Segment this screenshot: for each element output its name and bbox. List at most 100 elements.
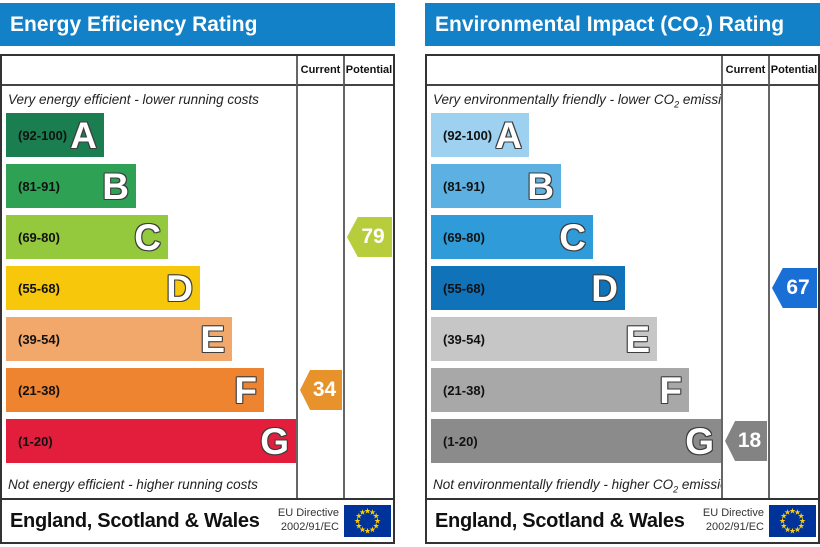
band-range: (21-38) bbox=[443, 382, 485, 398]
table-corner-cell bbox=[427, 56, 721, 86]
band-range: (39-54) bbox=[18, 331, 60, 347]
potential-rating-value: 67 bbox=[786, 276, 810, 299]
band-b: (81-91) B bbox=[6, 164, 136, 208]
current-column: 18 bbox=[721, 86, 768, 498]
band-f: (21-38) F bbox=[431, 368, 689, 412]
band-row-d: (55-68) D bbox=[6, 266, 296, 317]
bands-area: Very energy efficient - lower running co… bbox=[2, 86, 296, 498]
band-grade: E bbox=[200, 318, 225, 360]
current-rating-arrow: 34 bbox=[300, 370, 342, 410]
band-grade: G bbox=[260, 420, 289, 462]
potential-rating-arrow: 67 bbox=[772, 268, 817, 308]
band-a: (92-100) A bbox=[431, 113, 529, 157]
band-d: (55-68) D bbox=[431, 266, 625, 310]
band-range: (81-91) bbox=[443, 178, 485, 194]
band-row-e: (39-54) E bbox=[431, 317, 721, 368]
band-d: (55-68) D bbox=[6, 266, 200, 310]
band-a: (92-100) A bbox=[6, 113, 104, 157]
current-column-header: Current bbox=[296, 56, 343, 86]
energy-rating-table: Current Potential Very energy efficient … bbox=[0, 54, 395, 500]
current-column-header: Current bbox=[721, 56, 768, 86]
rating-bands: (92-100) A (81-91) B (69-80) C (55-68) D (39… bbox=[2, 113, 296, 471]
band-grade: D bbox=[166, 267, 193, 309]
band-row-a: (92-100) A bbox=[6, 113, 296, 164]
band-g: (1-20) G bbox=[431, 419, 721, 463]
band-row-e: (39-54) E bbox=[6, 317, 296, 368]
top-caption: Very environmentally friendly - lower CO… bbox=[433, 92, 721, 110]
eu-directive-label: EU Directive 2002/91/EC bbox=[702, 507, 764, 533]
top-caption: Very energy efficient - lower running co… bbox=[8, 92, 259, 107]
title-text: Energy Efficiency Rating bbox=[10, 13, 258, 36]
potential-column-header: Potential bbox=[768, 56, 818, 86]
bands-area: Very environmentally friendly - lower CO… bbox=[427, 86, 721, 498]
band-range: (55-68) bbox=[18, 280, 60, 296]
band-row-g: (1-20) G bbox=[6, 419, 296, 470]
band-row-c: (69-80) C bbox=[6, 215, 296, 266]
potential-column-header: Potential bbox=[343, 56, 393, 86]
title-subscript: 2 bbox=[698, 24, 706, 40]
current-rating-value: 18 bbox=[737, 429, 762, 452]
band-row-a: (92-100) A bbox=[431, 113, 721, 164]
rating-bands: (92-100) A (81-91) B (69-80) C (55-68) D (39… bbox=[427, 113, 721, 471]
band-grade: G bbox=[685, 420, 714, 462]
band-grade: A bbox=[495, 114, 522, 156]
band-range: (1-20) bbox=[18, 433, 53, 449]
band-f: (21-38) F bbox=[6, 368, 264, 412]
band-g: (1-20) G bbox=[6, 419, 296, 463]
title-text-post: ) Rating bbox=[705, 13, 785, 36]
region-label: England, Scotland & Wales bbox=[10, 509, 260, 532]
co2-rating-table: Current Potential Very environmentally f… bbox=[425, 54, 820, 500]
band-grade: B bbox=[102, 165, 129, 207]
band-row-b: (81-91) B bbox=[431, 164, 721, 215]
band-grade: F bbox=[659, 369, 682, 411]
band-grade: C bbox=[134, 216, 161, 258]
title-text: Environmental Impact (CO bbox=[435, 13, 699, 36]
band-c: (69-80) C bbox=[431, 215, 593, 259]
band-range: (92-100) bbox=[18, 127, 68, 143]
band-range: (21-38) bbox=[18, 382, 60, 398]
band-row-g: (1-20) G bbox=[431, 419, 721, 470]
potential-rating-arrow: 79 bbox=[347, 217, 392, 257]
band-grade: A bbox=[70, 114, 97, 156]
co2-panel-title: Environmental Impact (CO2) Rating bbox=[425, 3, 820, 46]
potential-column: 67 bbox=[768, 86, 818, 498]
band-grade: B bbox=[527, 165, 554, 207]
band-e: (39-54) E bbox=[6, 317, 232, 361]
potential-rating-value: 79 bbox=[361, 225, 385, 248]
band-grade: C bbox=[559, 216, 586, 258]
current-rating-value: 34 bbox=[312, 378, 337, 401]
band-row-f: (21-38) F bbox=[6, 368, 296, 419]
current-column: 34 bbox=[296, 86, 343, 498]
band-row-b: (81-91) B bbox=[6, 164, 296, 215]
bottom-caption: Not environmentally friendly - higher CO… bbox=[433, 477, 721, 495]
environmental-impact-panel: Environmental Impact (CO2) Rating Curren… bbox=[425, 3, 820, 547]
band-e: (39-54) E bbox=[431, 317, 657, 361]
band-row-f: (21-38) F bbox=[431, 368, 721, 419]
band-range: (39-54) bbox=[443, 331, 485, 347]
co2-panel-footer: England, Scotland & Wales EU Directive 20… bbox=[425, 500, 820, 544]
current-rating-arrow: 18 bbox=[725, 421, 767, 461]
table-corner-cell bbox=[2, 56, 296, 86]
band-row-c: (69-80) C bbox=[431, 215, 721, 266]
band-range: (69-80) bbox=[443, 229, 485, 245]
potential-column: 79 bbox=[343, 86, 393, 498]
band-range: (92-100) bbox=[443, 127, 493, 143]
band-grade: E bbox=[625, 318, 650, 360]
eu-flag-icon bbox=[769, 505, 816, 537]
eu-directive-label: EU Directive 2002/91/EC bbox=[277, 507, 339, 533]
band-grade: F bbox=[234, 369, 257, 411]
bottom-caption: Not energy efficient - higher running co… bbox=[8, 477, 258, 492]
band-grade: D bbox=[591, 267, 618, 309]
energy-efficiency-panel: Energy Efficiency Rating Current Potenti… bbox=[0, 3, 395, 547]
band-range: (81-91) bbox=[18, 178, 60, 194]
band-b: (81-91) B bbox=[431, 164, 561, 208]
energy-panel-title: Energy Efficiency Rating bbox=[0, 3, 395, 46]
band-range: (1-20) bbox=[443, 433, 478, 449]
band-c: (69-80) C bbox=[6, 215, 168, 259]
region-label: England, Scotland & Wales bbox=[435, 509, 685, 532]
band-range: (55-68) bbox=[443, 280, 485, 296]
band-range: (69-80) bbox=[18, 229, 60, 245]
energy-panel-footer: England, Scotland & Wales EU Directive 20… bbox=[0, 500, 395, 544]
eu-flag-icon bbox=[344, 505, 391, 537]
